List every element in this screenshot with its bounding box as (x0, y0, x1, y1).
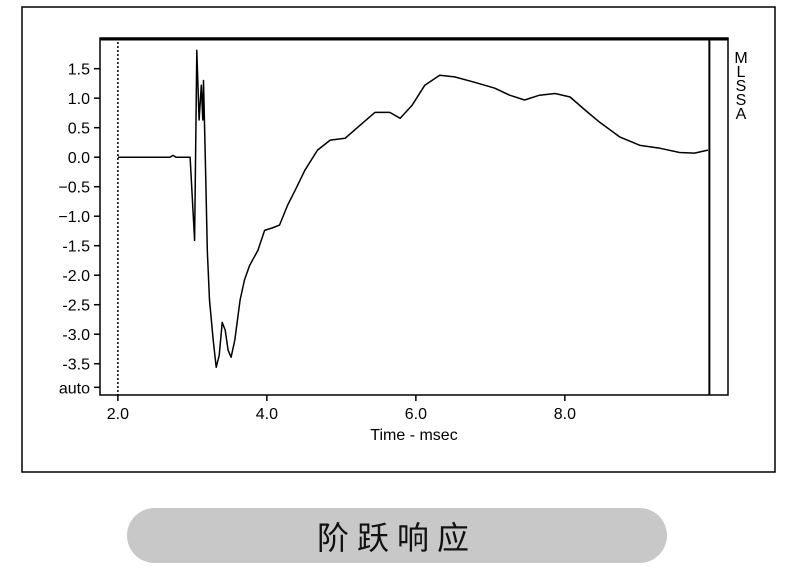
side-label: MLSSA (733, 50, 750, 120)
y-tick-label: -3.5 (62, 357, 90, 374)
y-tick-label: -3.0 (62, 327, 90, 344)
data-line (117, 49, 709, 369)
caption: 阶跃响应 (127, 508, 667, 563)
y-tick-label: 0.0 (68, 150, 90, 167)
y-tick-label: auto (59, 380, 90, 397)
x-axis-label: Time - msec (370, 427, 457, 444)
chart: Time - msec MLSSA 1.5 1.0 0.5 0.0 −0.5 −1.0 -1… (21, 6, 776, 473)
y-tick-label: −1.0 (58, 209, 90, 226)
y-tick-label: 1.0 (68, 91, 90, 108)
y-tick-label: -2.0 (62, 268, 90, 285)
y-tick-label: −0.5 (58, 180, 90, 197)
y-tick-label: -2.5 (62, 298, 90, 315)
y-tick-label: 1.5 (68, 62, 90, 79)
x-tick-label: 6.0 (405, 406, 427, 423)
x-tick-label: 4.0 (256, 406, 278, 423)
y-tick-label: -1.5 (62, 239, 90, 256)
x-tick-label: 2.0 (107, 406, 129, 423)
x-tick-label: 8.0 (554, 406, 576, 423)
y-tick-label: 0.5 (68, 121, 90, 138)
frame (21, 6, 776, 473)
